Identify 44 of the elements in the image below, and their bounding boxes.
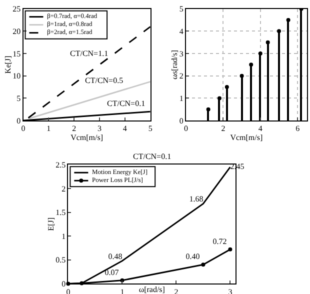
chart-title: CT/CN=0.1 [133,152,172,161]
data-label: 1.68 [189,194,204,204]
x-tick-label: 3 [228,287,232,294]
y-tick-label: 0 [179,116,184,126]
x-tick-label: 6 [296,124,300,134]
y-tick-label: 2 [62,184,66,194]
x-tick-label: 4 [122,124,127,134]
annotation: CT/CN=0.1 [107,99,146,108]
y-tick-label: 0 [16,116,21,126]
y-tick-label: 20 [12,26,21,36]
y-tick-label: 0.5 [56,256,66,265]
x-tick-label: 5 [148,124,152,134]
y-tick-label: 1 [179,94,184,103]
x-tick-label: 3 [98,124,102,134]
x-axis-title: Vcm[m/s] [70,133,104,142]
x-tick-label: 2 [174,287,178,294]
y-axis-title: ωs[rad/s] [170,50,180,80]
x-tick-label: 2 [221,124,226,134]
y-tick-label: 3 [179,49,184,58]
y-tick-label: 5 [179,4,184,14]
annotation: CT/CN=0.5 [85,76,124,85]
y-tick-label: 1.5 [56,208,66,218]
y-tick-label: 15 [12,49,21,58]
x-tick-label: 1 [120,287,124,294]
x-tick-label: 2 [72,124,76,134]
y-tick-label: 1 [62,232,66,241]
annotation: CT/CN=1.1 [70,49,108,58]
y-tick-label: 5 [16,94,21,103]
data-label: 0.07 [104,268,119,277]
x-tick-label: 0 [66,287,70,294]
y-axis-title: E[J] [46,217,56,231]
y-axis-title: Ke[J] [3,55,12,74]
x-axis-title: Vcm[m/s] [230,133,264,142]
y-tick-label: 2.5 [56,160,66,170]
data-label: 0.48 [108,252,122,261]
data-label: 0.72 [212,236,227,246]
y-tick-label: 25 [12,4,21,14]
x-axis-title: ω[rad/s] [138,285,166,294]
data-label: 0.40 [186,252,200,262]
x-tick-label: 1 [46,124,51,134]
y-tick-label: 2 [179,72,184,81]
y-tick-label: 4 [179,26,184,36]
x-tick-label: 4 [258,124,262,134]
y-tick-label: 10 [12,72,21,81]
